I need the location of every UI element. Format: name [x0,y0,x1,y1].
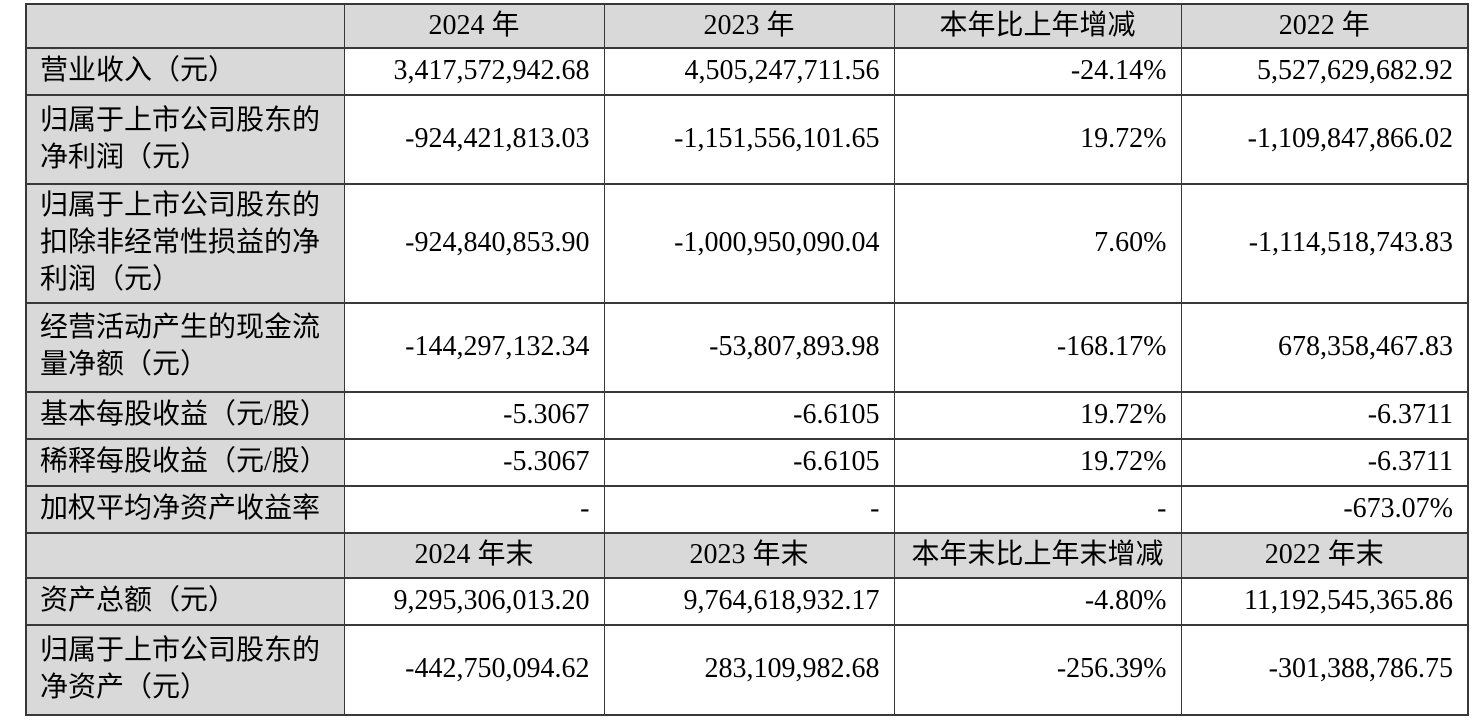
table-row-revenue: 营业收入（元） 3,417,572,942.68 4,505,247,711.5… [25,47,1469,96]
cell-change: 19.72% [893,94,1182,185]
cell-2023: -1,151,556,101.65 [603,94,895,185]
cell-2023: -6.6105 [603,437,895,487]
cell-2024: -442,750,094.62 [343,623,605,716]
cell-2022: 5,527,629,682.92 [1180,47,1469,96]
col-header-yearend-change: 本年末比上年末增减 [893,531,1182,579]
row-label: 加权平均净资产收益率 [25,484,345,534]
cell-2023: 283,109,982.68 [603,623,895,716]
table-row-net-profit: 归属于上市公司股东的净利润（元） -924,421,813.03 -1,151,… [25,94,1469,185]
col-header-2024: 2024 年 [343,3,605,49]
table-row-net-profit-excl-nonrecurring: 归属于上市公司股东的扣除非经常性损益的净利润（元） -924,840,853.9… [25,183,1469,304]
table-row-net-assets: 归属于上市公司股东的净资产（元） -442,750,094.62 283,109… [25,623,1469,716]
cell-2022: -673.07% [1180,484,1469,534]
table-row-total-assets: 资产总额（元） 9,295,306,013.20 9,764,618,932.1… [25,576,1469,626]
cell-2023: -1,000,950,090.04 [603,183,895,304]
cell-2024: -5.3067 [343,390,605,440]
row-label: 经营活动产生的现金流量净额（元） [25,301,345,393]
cell-2022: -1,114,518,743.83 [1180,183,1469,304]
year-end-header-row: 2024 年末 2023 年末 本年末比上年末增减 2022 年末 [25,531,1469,579]
cell-2024: -144,297,132.34 [343,301,605,393]
key-financials-table: 2024 年 2023 年 本年比上年增减 2022 年 营业收入（元） 3,4… [25,3,1469,716]
cell-change: -24.14% [893,47,1182,96]
table-row-diluted-eps: 稀释每股收益（元/股） -5.3067 -6.6105 19.72% -6.37… [25,437,1469,487]
table-row-operating-cash-flow: 经营活动产生的现金流量净额（元） -144,297,132.34 -53,807… [25,301,1469,393]
row-label: 归属于上市公司股东的净资产（元） [25,623,345,716]
cell-2023: - [603,484,895,534]
cell-2023: 4,505,247,711.56 [603,47,895,96]
cell-2022: -1,109,847,866.02 [1180,94,1469,185]
cell-2024: -5.3067 [343,437,605,487]
cell-change: 7.60% [893,183,1182,304]
corner-cell [25,531,345,579]
col-header-2024-end: 2024 年末 [343,531,605,579]
row-label: 基本每股收益（元/股） [25,390,345,440]
cell-change: 19.72% [893,390,1182,440]
cell-2022: -6.3711 [1180,390,1469,440]
cell-change: -256.39% [893,623,1182,716]
row-label: 营业收入（元） [25,47,345,96]
annual-header-row: 2024 年 2023 年 本年比上年增减 2022 年 [25,3,1469,49]
row-label: 归属于上市公司股东的扣除非经常性损益的净利润（元） [25,183,345,304]
cell-2024: -924,840,853.90 [343,183,605,304]
corner-cell [25,3,345,49]
cell-2022: 11,192,545,365.86 [1180,576,1469,626]
cell-change: 19.72% [893,437,1182,487]
cell-change: -168.17% [893,301,1182,393]
table-row-weighted-avg-roe: 加权平均净资产收益率 - - - -673.07% [25,484,1469,534]
table-row-basic-eps: 基本每股收益（元/股） -5.3067 -6.6105 19.72% -6.37… [25,390,1469,440]
cell-2023: -53,807,893.98 [603,301,895,393]
row-label: 稀释每股收益（元/股） [25,437,345,487]
col-header-2022: 2022 年 [1180,3,1469,49]
cell-2024: 9,295,306,013.20 [343,576,605,626]
row-label: 资产总额（元） [25,576,345,626]
cell-2023: -6.6105 [603,390,895,440]
cell-change: - [893,484,1182,534]
col-header-2023: 2023 年 [603,3,895,49]
cell-2024: - [343,484,605,534]
col-header-2023-end: 2023 年末 [603,531,895,579]
cell-2022: -301,388,786.75 [1180,623,1469,716]
cell-change: -4.80% [893,576,1182,626]
cell-2024: -924,421,813.03 [343,94,605,185]
cell-2022: -6.3711 [1180,437,1469,487]
cell-2024: 3,417,572,942.68 [343,47,605,96]
cell-2022: 678,358,467.83 [1180,301,1469,393]
row-label: 归属于上市公司股东的净利润（元） [25,94,345,185]
col-header-yoy-change: 本年比上年增减 [893,3,1182,49]
cell-2023: 9,764,618,932.17 [603,576,895,626]
col-header-2022-end: 2022 年末 [1180,531,1469,579]
